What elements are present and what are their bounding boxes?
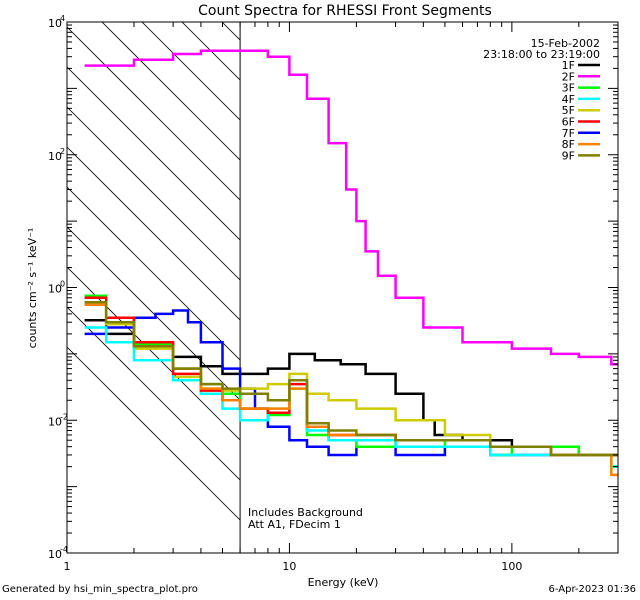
series-line-1f xyxy=(84,319,618,457)
hatch-line xyxy=(67,146,241,321)
legend-label-1f: 1F xyxy=(562,59,575,72)
hatch-line xyxy=(101,22,241,161)
time-range-label: 23:18:00 to 23:19:00 xyxy=(483,48,600,61)
y-tick-label-exponent: -4 xyxy=(60,545,68,554)
y-tick-label: 10 xyxy=(48,415,62,428)
legend-label-8f: 8F xyxy=(562,138,575,151)
hatch-line xyxy=(141,22,241,121)
legend-label-7f: 7F xyxy=(562,127,575,140)
y-tick-label-exponent: 4 xyxy=(60,14,65,23)
y-tick-label: 10 xyxy=(48,548,62,561)
y-tick-label-exponent: 2 xyxy=(60,147,65,156)
series-line-8f xyxy=(84,303,618,477)
hatch-line xyxy=(67,346,241,521)
chart-title: Count Spectra for RHESSI Front Segments xyxy=(198,3,492,19)
hatch-line xyxy=(67,66,241,241)
axis-ticks xyxy=(66,21,619,554)
annotation-includes-background: Includes Background xyxy=(248,506,363,519)
y-tick-label: 10 xyxy=(48,17,62,30)
series-group xyxy=(84,49,618,477)
series-line-9f xyxy=(84,300,618,457)
generated-by-text: Generated by hsi_min_spectra_plot.pro xyxy=(2,584,198,595)
y-tick-label-exponent: -2 xyxy=(60,412,68,421)
hatch-line xyxy=(67,186,241,361)
hatch-line xyxy=(67,226,241,401)
legend-label-9f: 9F xyxy=(562,149,575,162)
hatch-line xyxy=(67,106,241,281)
y-tick-label-exponent: 0 xyxy=(60,280,65,289)
plot-frame xyxy=(66,21,619,554)
y-axis-label: counts cm⁻² s⁻¹ keV⁻¹ xyxy=(26,228,39,349)
series-line-7f xyxy=(84,309,618,457)
x-tick-label: 100 xyxy=(501,560,522,573)
legend-label-2f: 2F xyxy=(562,70,575,83)
series-line-2f xyxy=(84,49,618,366)
x-axis-label: Energy (keV) xyxy=(308,576,379,589)
hatch-line xyxy=(67,266,241,441)
x-tick-label: 1 xyxy=(64,560,71,573)
legend-label-3f: 3F xyxy=(562,82,575,95)
date-label: 15-Feb-2002 xyxy=(531,37,600,50)
hatched-region xyxy=(67,22,241,521)
annotation-attenuator: Att A1, FDecim 1 xyxy=(248,518,341,531)
legend-label-4f: 4F xyxy=(562,93,575,106)
y-tick-label: 10 xyxy=(48,150,62,163)
x-tick-label: 10 xyxy=(282,560,296,573)
y-tick-label: 10 xyxy=(48,283,62,296)
hatch-line xyxy=(67,26,241,201)
legend-label-5f: 5F xyxy=(562,104,575,117)
timestamp-text: 6-Apr-2023 01:36 xyxy=(548,584,636,595)
legend-label-6f: 6F xyxy=(562,116,575,129)
hatch-line xyxy=(67,306,241,481)
